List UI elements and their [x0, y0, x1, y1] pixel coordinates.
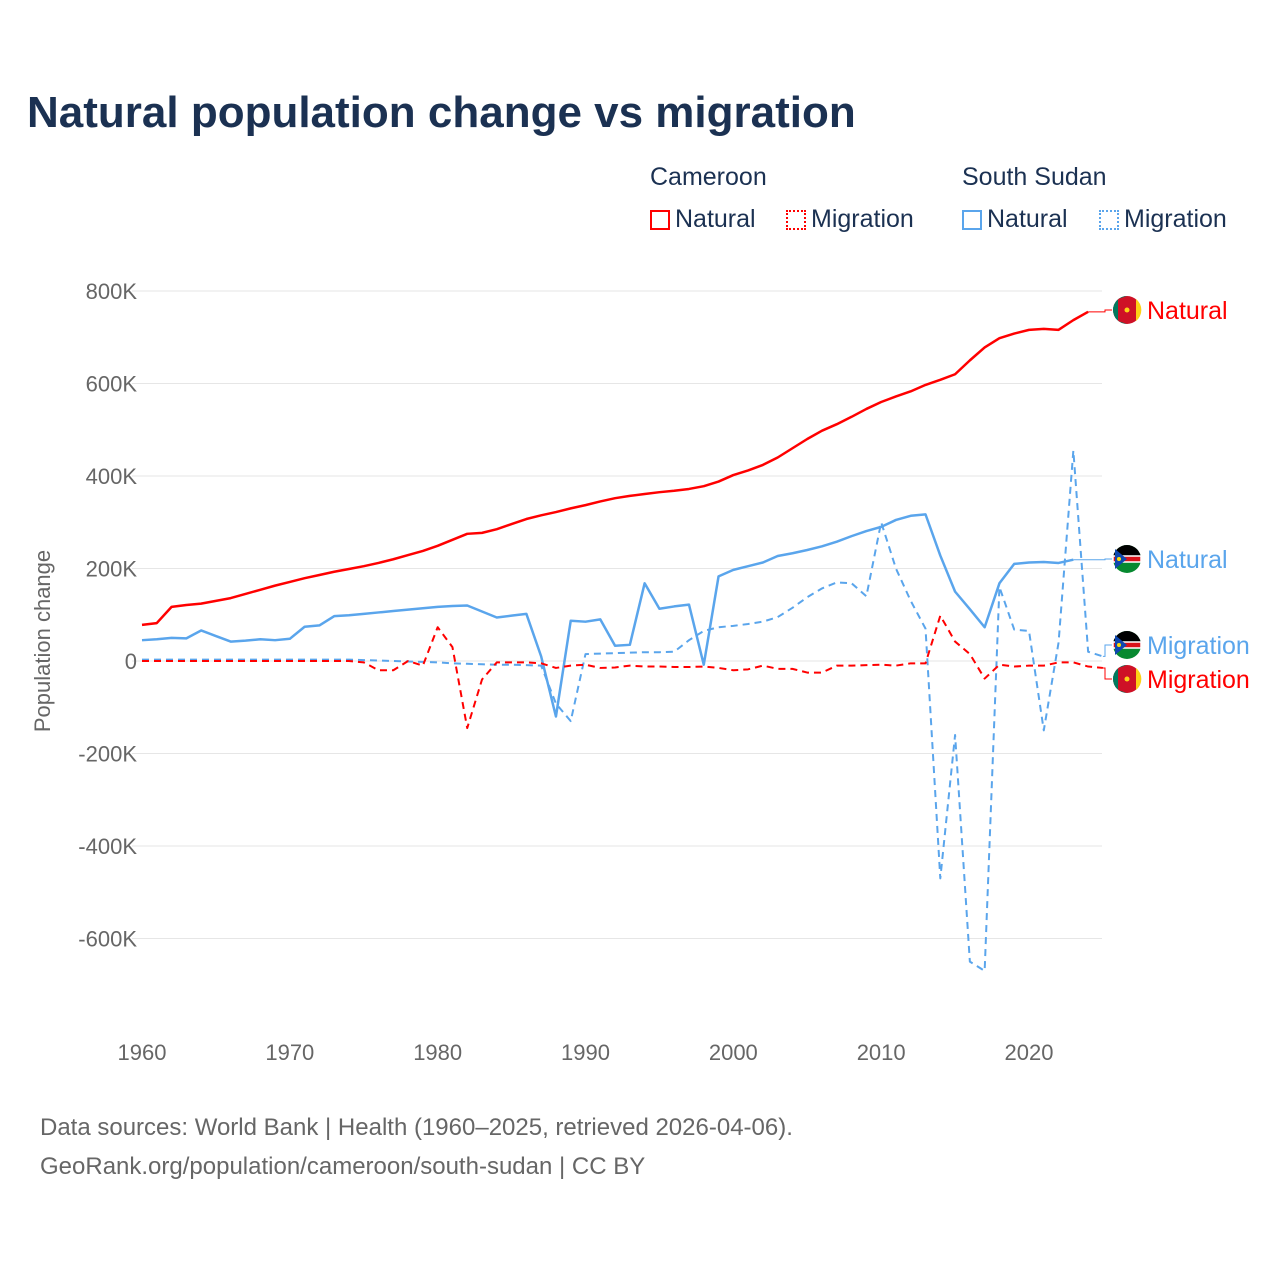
- south_sudan-flag-icon: [1112, 545, 1142, 573]
- x-tick-label: 1980: [413, 1040, 462, 1065]
- series-line-cameroon-natural: [141, 310, 1089, 627]
- flag-part: [1113, 296, 1127, 324]
- flag-part: [1136, 668, 1142, 690]
- y-tick-label: 800K: [86, 279, 138, 304]
- x-tick-label: 2010: [857, 1040, 906, 1065]
- flag-star: [1124, 676, 1130, 682]
- end-label: Migration: [1147, 632, 1250, 660]
- legend-cameroon-migration[interactable]: Migration: [786, 205, 914, 234]
- y-tick-label: -400K: [78, 834, 137, 859]
- legend-label: Migration: [1124, 205, 1227, 233]
- legend-label: Migration: [811, 205, 914, 233]
- chart-title: Natural population change vs migration: [27, 88, 856, 137]
- y-tick-label: 200K: [86, 557, 138, 582]
- source-note: Data sources: World Bank | Health (1960–…: [40, 1108, 793, 1186]
- y-tick-label: 600K: [86, 372, 138, 397]
- flag-star: [1117, 557, 1121, 561]
- legend-swatch-solid-red: [650, 209, 670, 230]
- y-tick-label: -200K: [78, 742, 137, 767]
- end-label: Natural: [1147, 297, 1228, 325]
- x-tick-label: 1990: [561, 1040, 610, 1065]
- y-tick-label: 0: [125, 649, 137, 674]
- series-line-south-sudan-natural: [141, 513, 1074, 718]
- cameroon-flag-icon: [1113, 296, 1142, 324]
- source-line-1: Data sources: World Bank | Health (1960–…: [40, 1114, 793, 1141]
- end-label: Natural: [1147, 546, 1228, 574]
- cameroon-flag-icon: [1113, 665, 1142, 693]
- source-line-2[interactable]: GeoRank.org/population/cameroon/south-su…: [40, 1153, 646, 1180]
- legend-south-sudan-natural[interactable]: Natural: [962, 205, 1068, 234]
- legend-swatch-solid-blue: [962, 209, 982, 230]
- legend-cameroon-natural[interactable]: Natural: [650, 205, 756, 234]
- legend-swatch-dotted-blue: [1099, 209, 1119, 230]
- legend-south-sudan-migration[interactable]: Migration: [1099, 205, 1227, 234]
- y-axis-label: Population change: [30, 550, 55, 732]
- x-tick-label: 1970: [265, 1040, 314, 1065]
- end-label: Migration: [1147, 666, 1250, 694]
- label-connector: [1088, 309, 1112, 313]
- legend-label: Natural: [987, 205, 1068, 233]
- legend-label: Natural: [675, 205, 756, 233]
- label-connector: [1102, 644, 1112, 657]
- x-tick-label: 2020: [1005, 1040, 1054, 1065]
- flag-part: [1136, 299, 1142, 321]
- series-line-cameroon-migration: [142, 614, 1104, 730]
- flag-star: [1124, 307, 1130, 313]
- label-connector: [1073, 558, 1112, 561]
- y-tick-label: 400K: [86, 464, 138, 489]
- x-tick-label: 2000: [709, 1040, 758, 1065]
- legend-group-south-sudan: South Sudan: [962, 163, 1107, 191]
- flag-star: [1117, 643, 1121, 647]
- flag-part: [1113, 665, 1127, 693]
- series-line-south-sudan-migration: [142, 449, 1104, 972]
- south_sudan-flag-icon: [1112, 631, 1142, 659]
- label-connector: [1102, 667, 1112, 680]
- legend-group-cameroon: Cameroon: [650, 163, 767, 191]
- legend-swatch-dotted-red: [786, 209, 806, 230]
- y-tick-label: -600K: [78, 927, 137, 952]
- x-tick-label: 1960: [118, 1040, 167, 1065]
